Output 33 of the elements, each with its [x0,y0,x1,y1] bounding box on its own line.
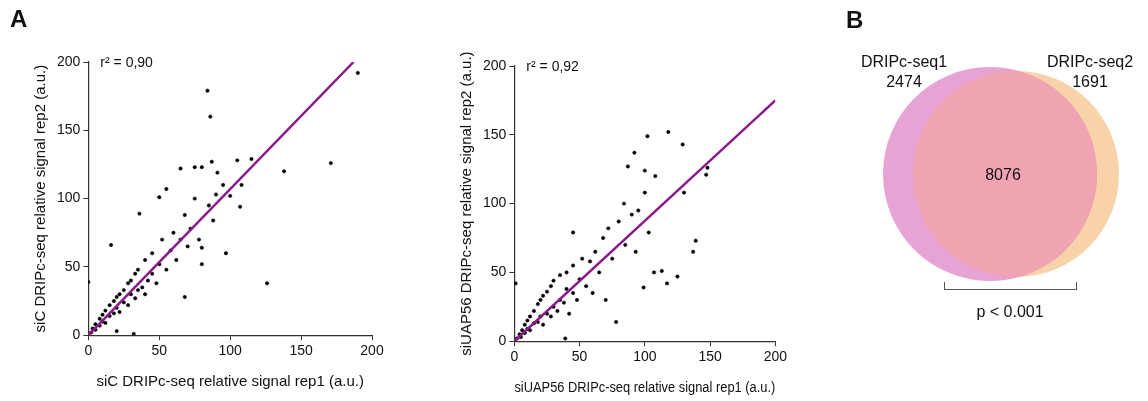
y-axis-title: siC DRIPc-seq relative signal rep2 (a.u.) [31,64,49,333]
y-tick-label: 150 [483,125,507,142]
x-axis-title: siUAP56 DRIPc-seq relative signal rep1 (a.u.) [514,378,776,396]
data-label: 1691 [1072,73,1108,91]
x-tick-label: 50 [151,342,168,359]
x-tick-label: 200 [763,348,788,365]
data-label: 8076 [985,166,1021,184]
y-tick-label: 50 [64,257,81,274]
annotation: r² = 0,92 [526,57,580,74]
x-tick-label: 100 [633,348,657,365]
y-tick-label: 50 [490,263,507,280]
text: A [10,4,28,32]
y-tick-label: 0 [72,326,81,343]
x-tick-label: 200 [360,342,384,359]
x-tick-label: 150 [698,348,722,365]
text: B [846,6,864,34]
x-tick-label: 150 [289,342,313,359]
x-tick-label: 0 [510,348,519,365]
category-label: DRIPc-seq1 [860,53,948,71]
x-tick-label: 100 [218,342,243,359]
y-tick-label: 150 [57,121,81,138]
y-axis-title: siUAP56 DRIPc-seq relative signal rep2 (a.u.) [457,51,475,356]
annotation: r² = 0,90 [100,53,154,70]
x-tick-label: 50 [571,348,588,365]
x-axis-title: siC DRIPc-seq relative signal rep1 (a.u.) [96,372,364,390]
y-tick-label: 100 [57,189,81,206]
x-tick-label: 0 [84,342,93,359]
text: p < 0.001 [976,303,1044,321]
data-label: 2474 [886,73,922,91]
y-tick-label: 200 [483,56,507,73]
category-label: DRIPc-seq2 [1046,53,1134,71]
y-tick-label: 100 [483,194,507,211]
y-tick-label: 200 [57,52,81,69]
